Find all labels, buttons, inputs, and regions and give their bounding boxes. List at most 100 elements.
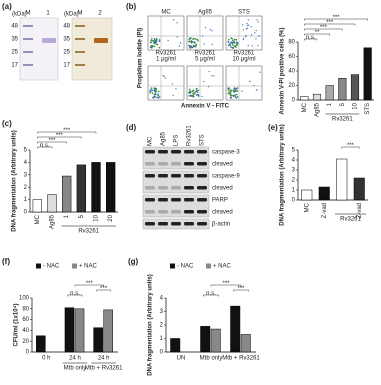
event-dot: [192, 44, 195, 47]
x-tick-label: MC: [304, 202, 310, 212]
row-label: cleaved: [212, 162, 233, 168]
band: [184, 162, 194, 166]
sig-bracket: [233, 289, 249, 292]
event-dot: [245, 28, 247, 30]
flow-plot: [147, 15, 185, 51]
flow-plot: [225, 15, 263, 51]
bar: [170, 338, 181, 353]
event-dot: [257, 44, 259, 47]
event-dot: [255, 38, 257, 40]
band: [197, 150, 207, 154]
event-dot: [155, 40, 158, 42]
sig-bracket: [37, 136, 82, 139]
event-dot: [193, 93, 196, 95]
event-dot: [176, 21, 178, 24]
sig-bracket: [341, 146, 360, 149]
sig-label: ***: [63, 128, 71, 134]
event-dot: [158, 40, 161, 43]
event-dot: [149, 41, 152, 43]
event-dot: [235, 38, 238, 41]
event-dot: [229, 91, 232, 94]
event-dot: [194, 45, 197, 48]
band: [158, 210, 168, 214]
sig-bracket: [96, 289, 112, 292]
lane-label: 1: [46, 11, 50, 17]
event-dot: [192, 92, 195, 95]
event-dot: [153, 41, 156, 44]
unit-label: (kDa): [64, 12, 79, 18]
lane-label: M: [78, 11, 83, 17]
event-dot: [234, 95, 237, 98]
event-dot: [236, 42, 238, 45]
y-tick-label: 100: [19, 296, 30, 302]
x-tick-label: 10: [94, 214, 100, 221]
gel: [19, 17, 59, 81]
bar: [47, 194, 57, 213]
band: [197, 198, 207, 202]
event-dot: [230, 90, 232, 92]
event-dot: [233, 88, 235, 90]
band: [145, 174, 155, 178]
band: [158, 174, 168, 178]
axis-label: Propidium Iodide (PI): [138, 28, 144, 88]
y-axis-label: Annexin V-PI positive cells (%): [280, 27, 286, 114]
event-dot: [155, 41, 157, 43]
legend-label: + NAC: [79, 264, 98, 270]
sig-bracket: [304, 23, 356, 26]
bar: [210, 328, 221, 353]
event-dot: [246, 24, 249, 27]
plot-label: Rv3261: [156, 51, 177, 57]
event-dot: [249, 80, 251, 83]
plot-label: STS: [238, 10, 250, 16]
row-label: β-actin: [212, 222, 230, 228]
y-tick-label: 0: [292, 198, 296, 204]
sig-label: ***: [86, 281, 94, 287]
band: [171, 222, 181, 226]
y-tick-label: 1: [160, 336, 164, 342]
lane-label: STS: [200, 134, 206, 146]
event-dot: [150, 44, 153, 47]
row-label: PARP: [212, 198, 228, 204]
y-tick-label: 20: [288, 83, 295, 89]
event-dot: [151, 89, 154, 92]
event-dot: [242, 29, 245, 31]
event-dot: [158, 90, 160, 93]
y-axis-label: DNA fragmentation (Arbitrary units): [148, 274, 154, 375]
plot-label: 1 μg/ml: [156, 57, 176, 63]
band: [171, 210, 181, 214]
band: [197, 174, 207, 178]
band: [184, 174, 194, 178]
event-dot: [211, 30, 213, 32]
y-tick-label: 2: [292, 178, 296, 184]
event-dot: [246, 22, 248, 25]
sig-label: ***: [332, 15, 340, 21]
event-dot: [227, 44, 230, 47]
x-tick-label: 20: [108, 214, 114, 221]
y-tick-label: 0: [26, 350, 30, 356]
protein-band: [42, 38, 56, 43]
band: [158, 150, 168, 154]
event-dot: [228, 38, 230, 41]
bar: [106, 162, 116, 213]
event-dot: [191, 46, 194, 49]
marker-label: 48: [63, 24, 70, 30]
y-tick-label: 5: [292, 148, 296, 154]
event-dot: [242, 38, 245, 40]
event-dot: [158, 95, 161, 98]
sig-bracket: [67, 294, 83, 297]
event-dot: [155, 88, 157, 91]
marker-band: [75, 51, 85, 53]
event-dot: [256, 89, 258, 91]
marker-band: [23, 38, 33, 40]
event-dot: [234, 45, 237, 47]
x-tick-label: 1: [327, 102, 333, 106]
group-label: Mtb only: [64, 366, 87, 372]
y-tick-label: 2: [24, 185, 28, 191]
x-tick-label: MC: [35, 214, 41, 224]
band: [145, 150, 155, 154]
axis-label: Annexin V - FITC: [181, 104, 230, 110]
band: [158, 198, 168, 202]
flow-plot: [225, 65, 263, 101]
event-dot: [227, 92, 230, 95]
